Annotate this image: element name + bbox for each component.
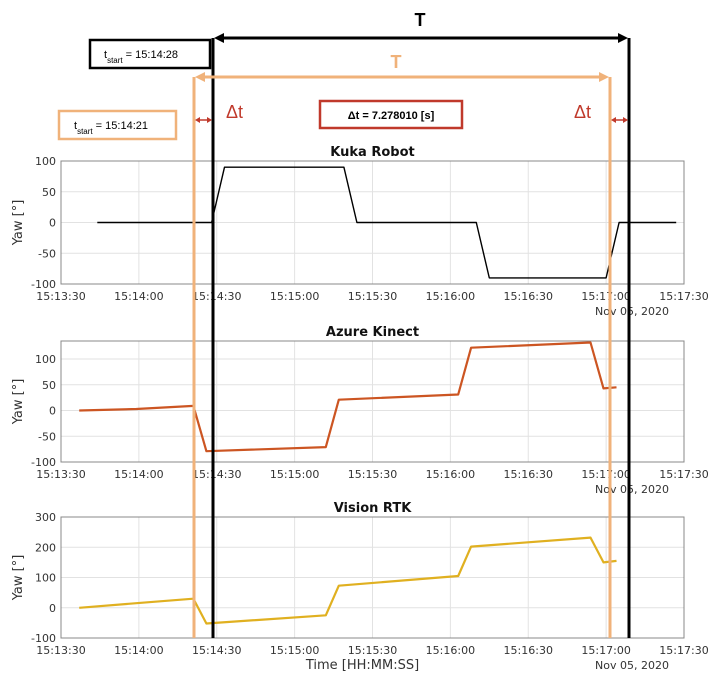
delta-left-label: Δt xyxy=(226,102,243,122)
plot-border xyxy=(60,516,685,639)
x-tick-label: 15:15:30 xyxy=(348,644,397,657)
x-tick-label: 15:14:00 xyxy=(114,468,163,481)
T-label-peach: T xyxy=(391,52,402,72)
delta-left-arrow-head-l xyxy=(195,117,200,123)
kuka-tstart-label: tstart = 15:14:28 xyxy=(104,49,178,65)
x-tick-label: 15:14:00 xyxy=(114,290,163,303)
x-axis-label: Time [HH:MM:SS] xyxy=(305,658,419,673)
x-tick-label: 15:15:30 xyxy=(348,290,397,303)
x-tick-label: 15:16:30 xyxy=(504,468,553,481)
x-tick-label: 15:17:00 xyxy=(581,644,630,657)
y-tick-label: -50 xyxy=(38,247,56,260)
x-tick-label: 15:16:00 xyxy=(426,644,475,657)
x-tick-label: 15:14:00 xyxy=(114,644,163,657)
x-tick-label: 15:14:30 xyxy=(192,644,241,657)
x-tick-label: 15:14:30 xyxy=(192,468,241,481)
y-tick-label: 0 xyxy=(49,217,56,230)
y-tick-label: 0 xyxy=(49,602,56,615)
x-tick-label: 15:16:30 xyxy=(504,290,553,303)
camera-tstart-box xyxy=(57,109,178,141)
y-tick-label: -100 xyxy=(31,278,56,291)
x-tick-label: 15:16:00 xyxy=(426,290,475,303)
x-tick-label: 15:17:00 xyxy=(581,290,630,303)
y-tick-label: -50 xyxy=(38,430,56,443)
date-label: Nov 05, 2020 xyxy=(595,305,669,318)
date-label: Nov 05, 2020 xyxy=(595,483,669,496)
x-tick-label: 15:15:00 xyxy=(270,468,319,481)
delta-right-arrow-head-r xyxy=(623,117,628,123)
x-tick-label: 15:15:00 xyxy=(270,644,319,657)
delta-t-box xyxy=(318,99,464,130)
y-tick-label: 50 xyxy=(42,186,56,199)
y-tick-label: 50 xyxy=(42,379,56,392)
x-tick-label: 15:16:30 xyxy=(504,644,553,657)
delta-right-arrow-head-l xyxy=(611,117,616,123)
T-arrow-black-right-head xyxy=(618,33,628,43)
panel-title: Vision RTK xyxy=(334,501,412,516)
y-tick-label: -100 xyxy=(31,632,56,645)
x-tick-label: 15:16:00 xyxy=(426,468,475,481)
T-label-black: T xyxy=(415,10,426,30)
T-arrow-peach-left-head xyxy=(195,72,205,82)
y-tick-label: -100 xyxy=(31,456,56,469)
y-tick-label: 300 xyxy=(35,511,56,524)
x-tick-label: 15:17:30 xyxy=(659,468,708,481)
delta-t-value: Δt = 7.278010 [s] xyxy=(348,110,435,122)
y-tick-label: 100 xyxy=(35,155,56,168)
y-tick-label: 100 xyxy=(35,572,56,585)
y-axis-label: Yaw [°] xyxy=(11,379,26,426)
camera-tstart-label: tstart = 15:14:21 xyxy=(74,120,148,136)
series-line xyxy=(97,166,677,279)
delta-left-arrow-head-r xyxy=(207,117,212,123)
panel-title: Azure Kinect xyxy=(326,325,419,340)
chart-panel-1: 15:13:30 15:14:00 15:14:30 15:15:00 15:15:30… xyxy=(11,145,709,318)
series-line xyxy=(79,341,617,453)
x-tick-label: 15:13:30 xyxy=(36,290,85,303)
kuka-tstart-box xyxy=(88,38,212,70)
plot-border xyxy=(60,340,685,463)
T-arrow-black-left-head xyxy=(214,33,224,43)
x-tick-label: 15:13:30 xyxy=(36,644,85,657)
y-tick-label: 100 xyxy=(35,353,56,366)
y-tick-label: 0 xyxy=(49,405,56,418)
x-tick-label: 15:17:30 xyxy=(659,644,708,657)
plot-border xyxy=(60,160,685,285)
chart-panel-2: 15:13:30 15:14:00 15:14:30 15:15:00 15:15:30… xyxy=(11,325,709,496)
date-label: Nov 05, 2020 xyxy=(595,659,669,672)
delta-right-label: Δt xyxy=(574,102,591,122)
y-axis-label: Yaw [°] xyxy=(11,555,26,602)
x-tick-label: 15:15:00 xyxy=(270,290,319,303)
x-tick-label: 15:15:30 xyxy=(348,468,397,481)
T-arrow-peach-right-head xyxy=(599,72,609,82)
y-axis-label: Yaw [°] xyxy=(11,200,26,247)
y-tick-label: 200 xyxy=(35,541,56,554)
plots-layer: 15:13:30 15:14:00 15:14:30 15:15:00 15:15:30… xyxy=(11,145,709,673)
x-tick-label: 15:14:30 xyxy=(192,290,241,303)
x-tick-label: 15:17:00 xyxy=(581,468,630,481)
chart-panel-3: 15:13:30 15:14:00 15:14:30 15:15:00 15:15:30… xyxy=(11,501,709,673)
x-tick-label: 15:13:30 xyxy=(36,468,85,481)
panel-title: Kuka Robot xyxy=(330,145,414,160)
series-line xyxy=(79,536,617,625)
x-tick-label: 15:17:30 xyxy=(659,290,708,303)
annotation-layer: T T tstart = 15:14:28 tstart = 15:14:21 … xyxy=(57,10,631,638)
